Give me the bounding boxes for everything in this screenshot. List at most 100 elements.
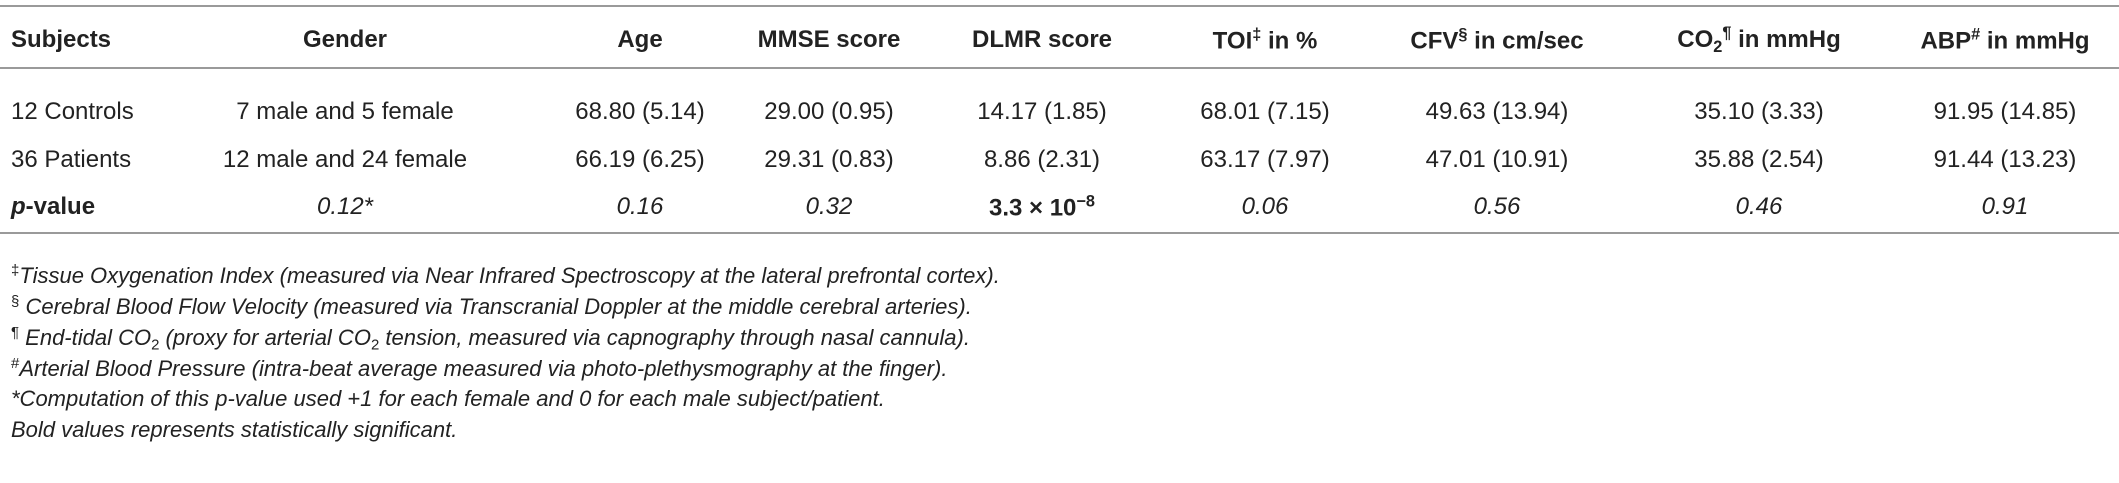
text-segment: § <box>11 293 20 310</box>
text-segment: 2 <box>151 336 160 354</box>
table-cell: 3.3 × 10−8 <box>988 192 1096 222</box>
text-segment: CO <box>1677 25 1714 53</box>
text-segment: 2 <box>370 336 380 354</box>
table-cell: 14.17 (1.85) <box>977 100 1106 124</box>
text-segment: 0.16 <box>616 193 664 220</box>
table-cell: 91.44 (13.23) <box>1934 148 2077 172</box>
table-cell: 0.91 <box>1982 195 2029 219</box>
text-segment: 0.12* <box>316 193 374 220</box>
text-segment: CFV <box>1410 27 1459 55</box>
text-segment: 66.19 (6.25) <box>575 146 705 173</box>
table-cell: 12 Controls <box>11 100 134 124</box>
table-cell: 29.00 (0.95) <box>764 100 893 124</box>
text-segment: 35.88 (2.54) <box>1694 146 1824 173</box>
text-segment: ¶ <box>1722 23 1732 42</box>
text-segment: TOI <box>1212 27 1253 55</box>
text-segment: # <box>1971 25 1981 44</box>
table-cell: 35.10 (3.33) <box>1694 100 1823 124</box>
table-cell: 0.32 <box>806 195 853 219</box>
table-cell: 0.16 <box>617 195 664 219</box>
text-segment: -value <box>25 193 96 220</box>
text-segment: 29.31 (0.83) <box>764 146 894 173</box>
footnote: ‡Tissue Oxygenation Index (measured via … <box>11 262 1000 289</box>
text-segment: in mmHg <box>1731 25 1841 53</box>
table-cell: 68.80 (5.14) <box>575 100 704 124</box>
text-segment: 68.80 (5.14) <box>575 98 705 125</box>
text-segment: *Computation of this p-value used +1 for… <box>11 386 885 411</box>
table-cell: 91.95 (14.85) <box>1934 100 2077 124</box>
text-segment: 68.01 (7.15) <box>1200 98 1330 125</box>
text-segment: 0.06 <box>1241 193 1289 220</box>
table-cell: 8.86 (2.31) <box>984 148 1100 172</box>
text-segment: Subjects <box>11 26 112 53</box>
text-segment: Bold values represents statistically sig… <box>11 417 458 442</box>
header-cell: CO2¶ in mmHg <box>1677 25 1841 55</box>
text-segment: 12 Controls <box>11 98 134 125</box>
text-segment: MMSE score <box>757 26 901 53</box>
text-segment: p <box>11 193 26 220</box>
text-segment: 0.56 <box>1473 193 1521 220</box>
table-cell: 0.56 <box>1474 195 1521 219</box>
text-segment: 35.10 (3.33) <box>1694 98 1824 125</box>
table-cell: 0.12* <box>317 195 373 219</box>
text-segment: −8 <box>1076 192 1096 211</box>
text-segment: 47.01 (10.91) <box>1425 146 1569 173</box>
text-segment: ABP <box>1920 27 1972 55</box>
table-cell: 68.01 (7.15) <box>1200 100 1329 124</box>
top-rule <box>0 5 2119 7</box>
text-segment: 63.17 (7.97) <box>1200 146 1330 173</box>
text-segment: 29.00 (0.95) <box>764 98 894 125</box>
text-segment: 0.46 <box>1735 193 1783 220</box>
text-segment: in cm/sec <box>1467 27 1584 55</box>
text-segment: 7 male and 5 female <box>236 98 454 125</box>
text-segment: # <box>11 355 20 372</box>
text-segment: in % <box>1261 27 1318 55</box>
header-rule <box>0 67 2119 69</box>
table-cell: 12 male and 24 female <box>223 148 467 172</box>
header-cell: ABP# in mmHg <box>1920 25 2089 55</box>
text-segment: 3.3 × 10 <box>988 194 1077 222</box>
text-segment: § <box>1458 25 1468 44</box>
text-segment: 8.86 (2.31) <box>983 146 1101 173</box>
table-cell: 49.63 (13.94) <box>1426 100 1569 124</box>
table-cell: 63.17 (7.97) <box>1200 148 1329 172</box>
table-cell: 47.01 (10.91) <box>1426 148 1569 172</box>
text-segment: (proxy for arterial CO <box>159 325 371 351</box>
header-cell: Subjects <box>11 28 111 52</box>
text-segment: ¶ <box>11 324 20 341</box>
text-segment: ‡ <box>11 262 20 279</box>
text-segment: Age <box>617 26 663 53</box>
footnote: ¶ End-tidal CO2 (proxy for arterial CO2 … <box>11 324 970 354</box>
text-segment: Cerebral Blood Flow Velocity (measured v… <box>19 294 972 320</box>
table-cell: p-value <box>11 195 95 219</box>
text-segment: 0.32 <box>805 193 853 220</box>
table-cell: 0.46 <box>1736 195 1783 219</box>
table-cell: 35.88 (2.54) <box>1694 148 1823 172</box>
text-segment: tension, measured via capnography throug… <box>379 325 970 351</box>
text-segment: DLMR score <box>971 26 1113 53</box>
header-cell: CFV§ in cm/sec <box>1410 25 1584 55</box>
text-segment: 49.63 (13.94) <box>1425 98 1569 125</box>
table-cell: 29.31 (0.83) <box>764 148 893 172</box>
text-segment: 36 Patients <box>11 146 132 173</box>
header-cell: TOI‡ in % <box>1212 26 1318 55</box>
table-cell: 0.06 <box>1242 195 1289 219</box>
text-segment: 2 <box>1713 37 1723 56</box>
header-cell: Gender <box>303 28 387 52</box>
text-segment: Tissue Oxygenation Index (measured via N… <box>19 263 1000 289</box>
text-segment: Gender <box>302 26 388 53</box>
text-segment: Arterial Blood Pressure (intra-beat aver… <box>19 356 948 382</box>
table-cell: 7 male and 5 female <box>236 100 453 124</box>
text-segment: 91.95 (14.85) <box>1933 98 2077 125</box>
text-segment: 0.91 <box>1981 193 2029 220</box>
footnote: #Arterial Blood Pressure (intra-beat ave… <box>11 355 948 382</box>
text-segment: 91.44 (13.23) <box>1933 146 2077 173</box>
header-cell: MMSE score <box>758 28 901 52</box>
table-cell: 66.19 (6.25) <box>575 148 704 172</box>
table-cell: 36 Patients <box>11 148 131 172</box>
text-segment: 12 male and 24 female <box>222 146 468 173</box>
bottom-rule <box>0 232 2119 234</box>
footnote: Bold values represents statistically sig… <box>11 419 457 441</box>
text-segment: 14.17 (1.85) <box>977 98 1107 125</box>
